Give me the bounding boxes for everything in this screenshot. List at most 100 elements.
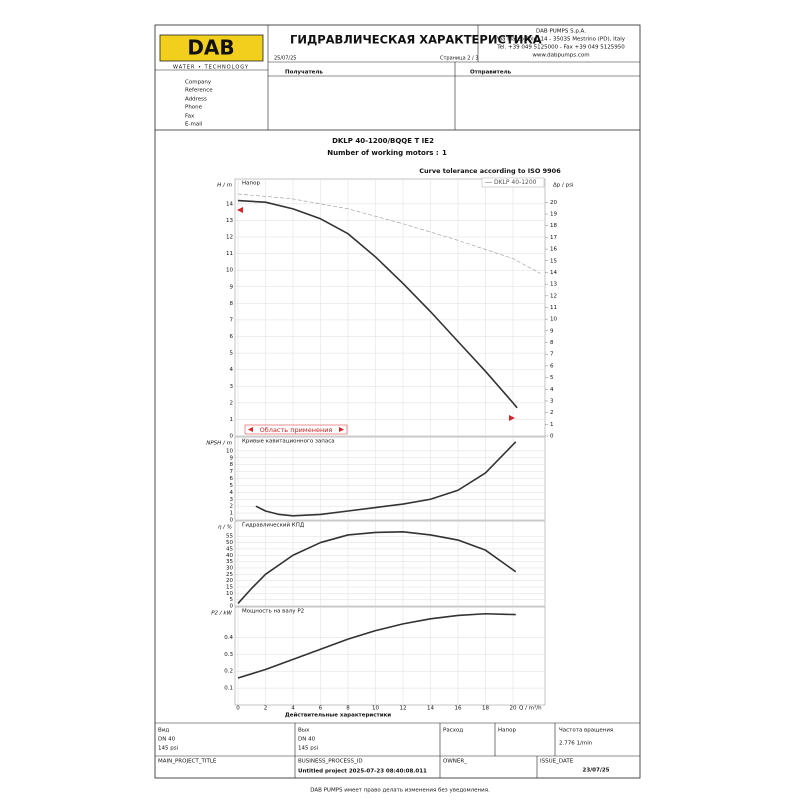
x-tick-label: 4 bbox=[291, 706, 295, 712]
y2-tick-label: 20 bbox=[550, 200, 557, 206]
y-tick-label: 6 bbox=[230, 334, 234, 340]
cell: 23/07/25 bbox=[583, 768, 610, 774]
arrow bbox=[248, 427, 253, 432]
cell: Расход bbox=[443, 728, 463, 734]
tolerance-note: Curve tolerance according to ISO 9906 bbox=[419, 167, 561, 175]
arrow bbox=[339, 427, 344, 432]
x-tick-label: 2 bbox=[264, 706, 268, 712]
y-tick-label: 13 bbox=[226, 218, 233, 224]
y-tick-label: 5 bbox=[230, 351, 234, 357]
field: Phone bbox=[185, 105, 203, 111]
y2-axis-label: Δp / psi bbox=[553, 183, 574, 189]
cell: Частота вращения bbox=[559, 728, 613, 734]
panel-label: Мощность на валу P2 bbox=[242, 609, 304, 615]
x-axis-label: Действительные характеристики bbox=[285, 712, 391, 719]
y-tick-label: 0 bbox=[230, 434, 234, 440]
y2-tick-label: 3 bbox=[550, 398, 554, 404]
y2-tick-label: 4 bbox=[550, 387, 554, 393]
cell: 145 psi bbox=[298, 746, 319, 752]
logo: DAB bbox=[187, 36, 234, 60]
y-tick-label: 0.4 bbox=[224, 635, 233, 641]
cell: 2.776 1/min bbox=[559, 741, 593, 747]
x-tick-label: 18 bbox=[482, 706, 489, 712]
annotation: Область применения bbox=[260, 426, 333, 434]
plot-frame bbox=[234, 178, 546, 437]
field: Company bbox=[185, 80, 212, 86]
x-unit: Q / m³/h bbox=[519, 705, 542, 712]
field: Fax bbox=[185, 114, 195, 120]
y-tick-label: 6 bbox=[230, 476, 234, 482]
y2-tick-label: 8 bbox=[550, 340, 554, 346]
y-tick-label: 40 bbox=[226, 553, 233, 559]
y-tick-label: 0 bbox=[230, 604, 234, 610]
field: Reference bbox=[185, 88, 213, 94]
y-tick-label: 5 bbox=[230, 597, 234, 603]
y-axis-label: H / m bbox=[217, 183, 232, 189]
y-tick-label: 4 bbox=[230, 367, 234, 373]
doc-title: ГИДРАВЛИЧЕСКАЯ ХАРАКТЕРИСТИКА bbox=[290, 33, 542, 47]
y-tick-label: 35 bbox=[226, 559, 233, 565]
y-tick-label: 10 bbox=[226, 591, 233, 597]
y2-tick-label: 6 bbox=[550, 363, 554, 369]
y-tick-label: 20 bbox=[226, 578, 233, 584]
y2-tick-label: 12 bbox=[550, 293, 557, 299]
curve bbox=[237, 612, 516, 679]
company-line: Via Marco Polo, 14 - 35035 Mestrino (PD)… bbox=[497, 37, 626, 43]
charts: 0123456789101112131401234567891011121314… bbox=[206, 178, 574, 719]
y-tick-label: 8 bbox=[230, 301, 234, 307]
curve bbox=[237, 199, 518, 409]
company-line: www.dabpumps.com bbox=[532, 53, 589, 59]
y-tick-label: 11 bbox=[226, 251, 233, 257]
legend-label: DKLP 40-1200 bbox=[494, 179, 537, 186]
panel-label: Кривые кавитационного запаса bbox=[242, 439, 335, 445]
range-marker bbox=[509, 415, 515, 421]
y-tick-label: 30 bbox=[226, 565, 233, 571]
x-tick-label: 0 bbox=[236, 706, 240, 712]
y-tick-label: 15 bbox=[226, 584, 233, 590]
y-tick-label: 2 bbox=[230, 504, 234, 510]
x-tick-label: 8 bbox=[346, 706, 350, 712]
y2-tick-label: 15 bbox=[550, 258, 557, 264]
x-tick-label: 10 bbox=[372, 706, 379, 712]
y-axis-label: η / % bbox=[218, 525, 232, 531]
y-tick-label: 25 bbox=[226, 572, 233, 578]
y2-tick-label: 19 bbox=[550, 212, 557, 218]
y-tick-label: 7 bbox=[230, 317, 234, 323]
y2-tick-label: 0 bbox=[550, 434, 554, 440]
tagline: WATER • TECHNOLOGY bbox=[173, 65, 249, 71]
y-tick-label: 10 bbox=[226, 268, 233, 274]
y2-tick-label: 9 bbox=[550, 328, 554, 334]
cell: Untitled project 2025-07-23 08:40:08.011 bbox=[298, 769, 427, 775]
y-tick-label: 8 bbox=[230, 462, 234, 468]
disclaimer: DAB PUMPS имеет право делать изменения б… bbox=[310, 788, 490, 794]
y-tick-label: 1 bbox=[230, 417, 234, 423]
y-tick-label: 50 bbox=[226, 540, 233, 546]
model: DKLP 40-1200/BQQE T IE2 bbox=[332, 137, 434, 145]
y-axis-label: P2 / kW bbox=[211, 611, 232, 617]
y-tick-label: 9 bbox=[230, 455, 234, 461]
sender: Отправитель bbox=[470, 70, 512, 76]
cell: Вых bbox=[298, 728, 310, 734]
x-tick-label: 16 bbox=[455, 706, 462, 712]
date: 25/07/25 bbox=[274, 56, 296, 62]
x-tick-label: 20 bbox=[510, 706, 517, 712]
y-tick-label: 14 bbox=[226, 201, 233, 207]
field: Address bbox=[185, 97, 207, 103]
y2-tick-label: 16 bbox=[550, 247, 557, 253]
annotation-box bbox=[244, 424, 348, 435]
y-tick-label: 3 bbox=[230, 384, 234, 390]
page-frame bbox=[154, 24, 641, 779]
y-tick-label: 1 bbox=[230, 511, 234, 517]
company-line: Tel. +39 049 5125000 - Fax +39 049 51259… bbox=[496, 45, 625, 51]
x-tick-label: 6 bbox=[319, 706, 323, 712]
y2-tick-label: 17 bbox=[550, 235, 557, 241]
y-tick-label: 5 bbox=[230, 483, 234, 489]
y-tick-label: 0 bbox=[230, 518, 234, 524]
curve bbox=[237, 193, 541, 274]
y-tick-label: 0.2 bbox=[224, 669, 233, 675]
cell: DN 40 bbox=[298, 737, 316, 743]
y-tick-label: 45 bbox=[226, 546, 233, 552]
curve bbox=[255, 441, 517, 517]
legend bbox=[481, 177, 545, 188]
